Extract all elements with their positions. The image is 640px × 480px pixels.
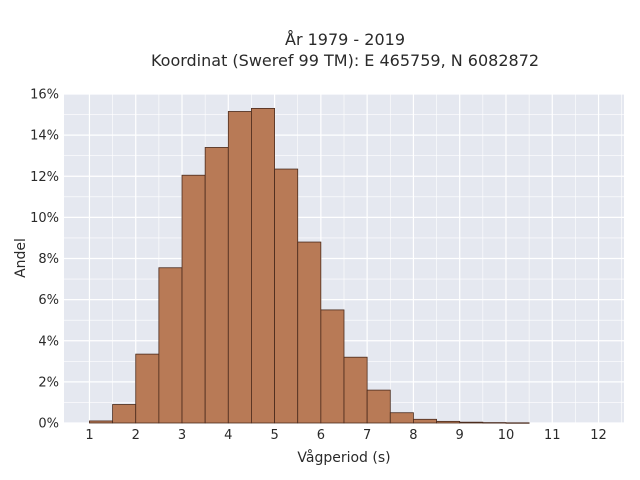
histogram-bar (482, 422, 507, 424)
x-tick-label: 6 (317, 428, 325, 443)
histogram-bar (251, 107, 275, 424)
y-tick-label: 4% (38, 334, 59, 349)
histogram-bar (204, 147, 229, 424)
y-tick-label: 12% (30, 170, 59, 185)
y-tick-label: 8% (38, 252, 59, 267)
x-axis-label: Vågperiod (s) (297, 449, 390, 466)
x-axis-ticks: 1 2 3 4 5 6 7 8 9 10 11 12 (85, 428, 607, 443)
histogram-bar (459, 421, 484, 424)
bars-group (89, 107, 530, 424)
histogram-bar (320, 309, 345, 424)
histogram-bar (274, 168, 299, 424)
x-tick-label: 11 (544, 428, 561, 443)
x-tick-label: 12 (590, 428, 607, 443)
histogram-bar (436, 420, 461, 424)
x-tick-label: 8 (409, 428, 417, 443)
chart-title: År 1979 - 2019 (285, 30, 405, 49)
histogram-bar (181, 174, 206, 424)
y-tick-label: 2% (38, 375, 59, 390)
histogram-bar (297, 241, 322, 424)
y-tick-label: 16% (30, 88, 59, 103)
histogram-bar (227, 111, 252, 424)
histogram-bar (366, 389, 391, 424)
histogram-bar (389, 412, 414, 424)
x-tick-label: 7 (363, 428, 371, 443)
histogram-bar (112, 404, 137, 424)
x-tick-label: 10 (498, 428, 515, 443)
x-tick-label: 2 (132, 428, 140, 443)
y-tick-label: 10% (30, 211, 59, 226)
histogram-bar (89, 420, 113, 424)
y-axis-label: Andel (13, 238, 29, 278)
x-tick-label: 1 (85, 428, 93, 443)
x-tick-label: 3 (178, 428, 186, 443)
x-tick-label: 4 (224, 428, 232, 443)
histogram-bar (158, 267, 183, 424)
y-axis-ticks: 0% 2% 4% 6% 8% 10% 12% 14% 16% (30, 88, 59, 432)
x-tick-label: 5 (270, 428, 278, 443)
y-tick-label: 14% (30, 129, 59, 144)
histogram-bar (413, 418, 437, 424)
y-tick-label: 0% (38, 417, 59, 432)
y-tick-label: 6% (38, 293, 59, 308)
chart-subtitle: Koordinat (Sweref 99 TM): E 465759, N 60… (151, 51, 539, 70)
histogram-bar (135, 353, 160, 424)
histogram-bar (505, 422, 530, 424)
x-tick-label: 9 (456, 428, 464, 443)
histogram-bar (343, 356, 368, 424)
